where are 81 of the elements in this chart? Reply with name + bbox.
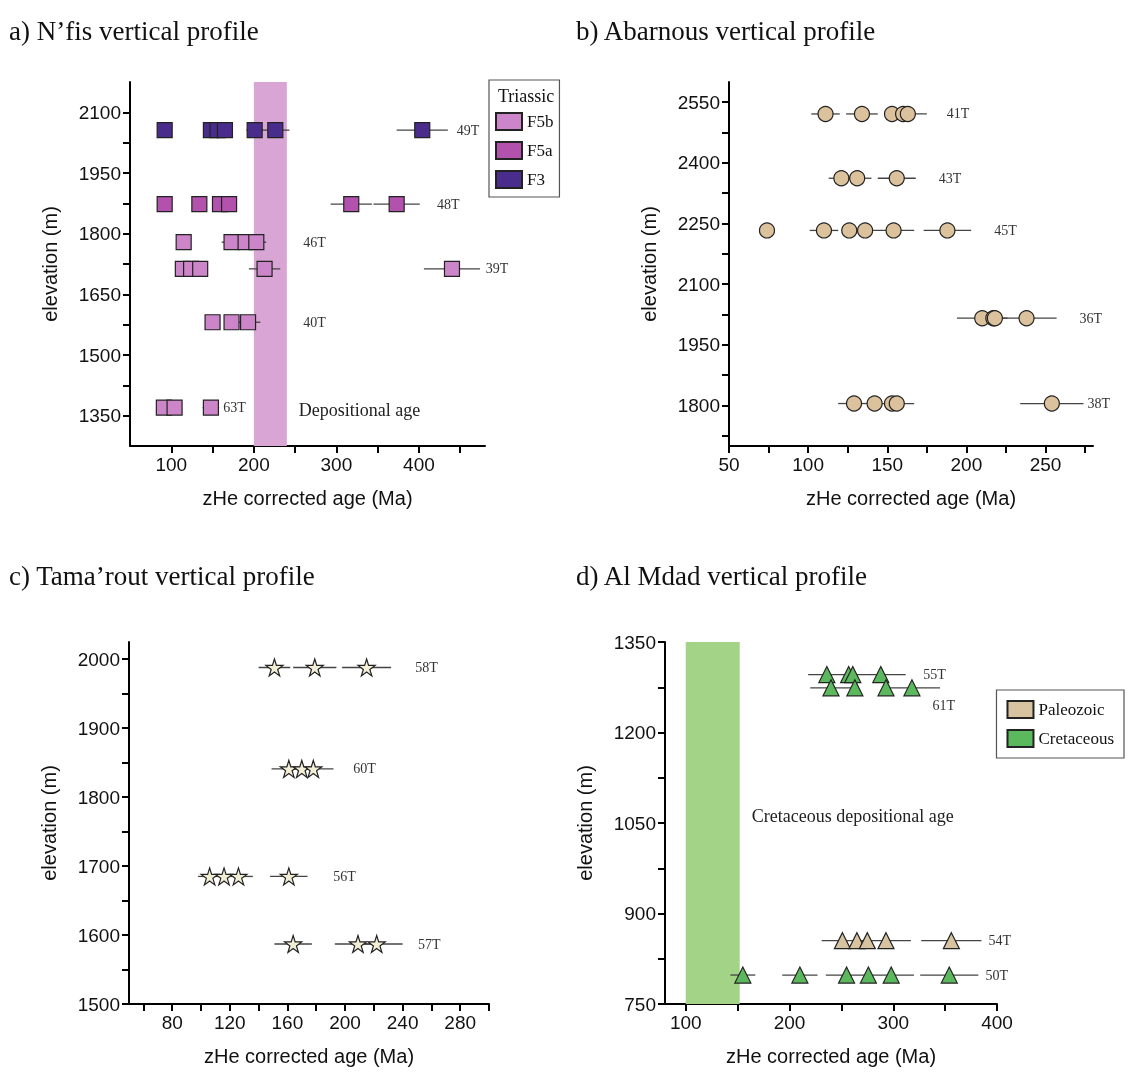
annotation: 60T	[353, 761, 377, 777]
x-tick-label: 400	[403, 454, 435, 475]
x-axis-title: zHe corrected age (Ma)	[203, 1045, 415, 1067]
y-tick-label: 1050	[613, 812, 656, 834]
x-axis-title: zHe corrected age (Ma)	[805, 487, 1017, 509]
annotation: 49T	[456, 122, 480, 138]
legend-label: F3	[527, 170, 545, 189]
x-axis-title: zHe corrected age (Ma)	[725, 1045, 937, 1067]
y-tick-label: 900	[624, 903, 656, 924]
y-axis-title: elevation (m)	[638, 206, 660, 322]
annotation: 57T	[418, 936, 442, 952]
annotation: 36T	[1079, 310, 1103, 326]
y-tick-label: 1650	[78, 283, 121, 305]
band-label: Cretaceous depositional age	[751, 805, 954, 826]
x-tick-label: 300	[877, 1012, 910, 1033]
x-axis-title: zHe corrected age (Ma)	[202, 487, 413, 509]
x-tick-label: 250	[1029, 454, 1062, 475]
y-tick-label: 1200	[613, 722, 656, 743]
annotation: 45T	[994, 222, 1018, 238]
x-tick-label: 100	[792, 454, 824, 475]
y-tick-label: 1950	[677, 334, 720, 356]
y-tick-label: 2400	[677, 152, 720, 174]
y-tick-label: 1950	[78, 162, 121, 184]
x-tick-label: 280	[444, 1012, 477, 1033]
x-tick-label: 100	[669, 1012, 702, 1033]
legend-label: Paleozoic	[1038, 700, 1106, 719]
x-tick-label: 200	[237, 454, 270, 475]
y-axis-title: elevation (m)	[574, 765, 596, 881]
y-tick-label: 1350	[78, 405, 121, 427]
text: 39T	[485, 261, 509, 277]
y-tick-label: 1900	[77, 717, 120, 739]
legend-label: Cretaceous	[1038, 729, 1115, 748]
annotation: 38T	[1087, 396, 1111, 412]
y-tick-label: 2000	[77, 648, 120, 670]
annotation: 41T	[946, 106, 970, 122]
annotation: 50T	[985, 967, 1009, 983]
x-tick-label: 50	[718, 454, 740, 475]
y-tick-label: 2250	[677, 213, 720, 235]
x-tick-label: 160	[271, 1012, 304, 1033]
y-tick-label: 1800	[677, 395, 720, 417]
annotation: 54T	[988, 933, 1012, 949]
annotation: 43T	[938, 170, 962, 186]
y-axis-title: elevation (m)	[39, 206, 61, 322]
annotation: 63T	[223, 400, 247, 416]
legend-label: F5b	[527, 112, 554, 131]
y-axis-title: elevation (m)	[38, 765, 60, 881]
x-tick-label: 100	[155, 454, 188, 475]
x-tick-label: 200	[950, 454, 983, 475]
y-tick-label: 1700	[77, 855, 120, 877]
x-tick-label: 200	[773, 1012, 806, 1033]
band-label: Depositional age	[298, 399, 421, 420]
x-tick-label: 300	[320, 454, 353, 475]
y-tick-label: 1350	[613, 631, 656, 653]
y-tick-label: 1600	[77, 924, 120, 946]
x-tick-label: 400	[981, 1012, 1013, 1033]
y-tick-label: 1500	[77, 993, 120, 1015]
y-tick-label: 2100	[78, 101, 121, 123]
x-tick-label: 120	[213, 1012, 246, 1033]
chart-title: b) Abarnous vertical profile	[576, 15, 876, 46]
annotation: 48T	[436, 196, 460, 212]
annotation: 58T	[415, 660, 439, 676]
legend-title: Triassic	[498, 86, 555, 106]
legend-label: F5a	[527, 141, 553, 160]
x-tick-label: 240	[386, 1012, 419, 1033]
x-tick-label: 150	[871, 454, 904, 475]
y-tick-label: 750	[624, 993, 656, 1015]
y-tick-label: 2100	[677, 273, 720, 295]
x-tick-label: 80	[161, 1012, 183, 1033]
annotation: 61T	[932, 697, 956, 713]
annotation: 46T	[303, 234, 327, 250]
annotation: 56T	[333, 868, 357, 884]
x-tick-label: 200	[329, 1012, 361, 1033]
annotation: 40T	[303, 314, 327, 330]
y-tick-label: 1800	[77, 786, 120, 808]
chart-title: a) N’fis vertical profile	[9, 15, 259, 46]
y-tick-label: 1800	[78, 223, 121, 245]
chart-title: c) Tama’rout vertical profile	[9, 560, 315, 591]
chart-title: d) Al Mdad vertical profile	[576, 560, 867, 591]
annotation: 55T	[923, 667, 947, 683]
y-tick-label: 1500	[78, 344, 121, 366]
y-tick-label: 2550	[677, 91, 720, 113]
